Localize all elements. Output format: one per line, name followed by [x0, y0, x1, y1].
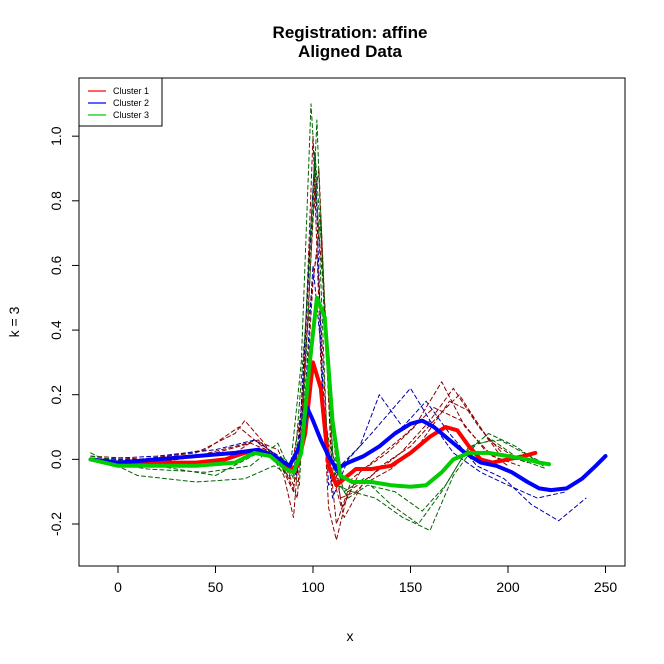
chart-subtitle: Aligned Data [298, 42, 402, 61]
y-tick-label: 0.2 [48, 385, 64, 405]
y-tick-label: 0.8 [48, 191, 64, 211]
legend-box [78, 77, 163, 127]
y-tick-label: -0.2 [48, 512, 64, 536]
legend-label: Cluster 1 [113, 86, 149, 96]
y-axis-label: k = 3 [6, 306, 22, 337]
series-mean-line-1 [88, 360, 538, 488]
x-tick-label: 50 [208, 579, 224, 595]
y-tick-label: 0.6 [48, 256, 64, 276]
x-axis-label: x [347, 628, 354, 644]
legend-label: Cluster 2 [113, 98, 149, 108]
y-axis: -0.2 0.0 0.2 0.4 0.6 0.8 1.0 [48, 126, 80, 536]
series-individual-line-4 [90, 135, 528, 541]
x-tick-label: 150 [399, 579, 423, 595]
x-tick-label: 0 [114, 579, 122, 595]
series-mean-line-2 [88, 405, 608, 493]
legend-label: Cluster 3 [113, 110, 149, 120]
series-individual-line-10 [90, 264, 587, 522]
plot-frame [78, 77, 626, 567]
y-tick-label: 1.0 [48, 126, 64, 146]
x-axis: 0 50 100 150 200 250 [114, 565, 618, 595]
series-individual-line-7 [90, 248, 509, 525]
y-tick-label: 0.0 [48, 449, 64, 469]
x-tick-label: 100 [301, 579, 325, 595]
cluster-mean-curves [88, 295, 608, 493]
x-tick-label: 200 [496, 579, 520, 595]
x-tick-label: 250 [594, 579, 618, 595]
y-tick-label: 0.4 [48, 320, 64, 340]
series-mean-line-3 [88, 295, 551, 489]
chart-title: Registration: affine [273, 23, 428, 42]
legend: Cluster 1 Cluster 2 Cluster 3 [78, 77, 163, 127]
series-individual-line-6 [90, 168, 519, 499]
